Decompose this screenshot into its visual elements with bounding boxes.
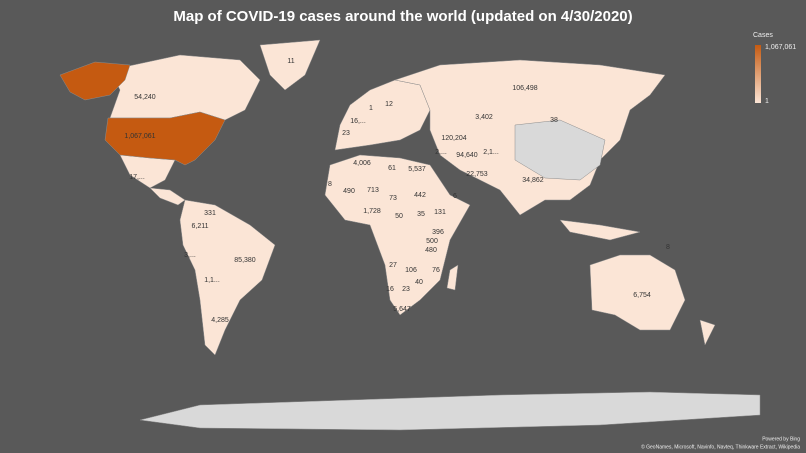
south-america (179, 199, 276, 356)
legend-bar (755, 45, 761, 103)
region-label: 2,... (435, 149, 447, 156)
region-label: 3,... (184, 252, 196, 259)
region-label: 106 (405, 267, 417, 274)
australia (589, 254, 686, 331)
region-label: 6,754 (633, 292, 651, 299)
region-label: 131 (434, 209, 446, 216)
madagascar (446, 264, 459, 291)
region-label: 490 (343, 188, 355, 195)
region-label: 106,498 (512, 85, 537, 92)
region-label: 396 (432, 229, 444, 236)
mexico (119, 154, 176, 189)
region-label: 2,1... (483, 149, 499, 156)
region-label: 23 (402, 286, 410, 293)
region-label: 16 (386, 286, 394, 293)
region-label: 61 (388, 165, 396, 172)
region-label: 73 (389, 195, 397, 202)
region-label: 442 (414, 192, 426, 199)
attribution: © GeoNames, Microsoft, Navinfo, Navteq, … (641, 443, 800, 450)
legend-max-label: 1,067,061 (765, 44, 796, 51)
region-label: 331 (204, 210, 216, 217)
antarctica (139, 391, 761, 431)
region-label: 85,380 (234, 257, 256, 264)
central-america (149, 187, 186, 206)
region-label: 38 (550, 117, 558, 124)
region-label: 34,862 (522, 177, 544, 184)
region-label: 8 (666, 244, 670, 251)
africa (324, 154, 471, 316)
europe (334, 79, 431, 151)
region-label: 16,... (350, 118, 366, 125)
region-label: 4,285 (211, 317, 229, 324)
canada (109, 54, 261, 121)
region-label: 23 (342, 130, 350, 137)
region-label: 713 (367, 187, 379, 194)
landmasses (59, 39, 761, 431)
powered-by: Powered by Bing (762, 436, 800, 442)
region-label: 94,640 (456, 152, 478, 159)
region-label: 500 (426, 238, 438, 245)
united-states (104, 111, 226, 166)
region-label: 17,... (129, 174, 145, 181)
map-title: Map of COVID-19 cases around the world (… (173, 8, 632, 25)
region-label: 76 (432, 267, 440, 274)
region-label: 54,240 (134, 94, 156, 101)
greenland (259, 39, 321, 91)
region-label: 1,728 (363, 208, 381, 215)
region-label: 35 (417, 211, 425, 218)
region-label: 40 (415, 279, 423, 286)
region-label: 5,647 (393, 306, 411, 313)
region-label: 27 (389, 262, 397, 269)
region-label: 6 (453, 193, 457, 200)
new-zealand (699, 319, 716, 346)
region-label: 4,006 (353, 160, 371, 167)
region-label: 50 (395, 213, 403, 220)
legend-min-label: 1 (765, 98, 769, 105)
china (514, 119, 606, 181)
region-label: 1,067,061 (124, 133, 155, 140)
region-label: 480 (425, 247, 437, 254)
southeast-asia (559, 219, 641, 241)
region-label: 1,1... (204, 277, 220, 284)
region-label: 11 (287, 58, 294, 65)
region-label: 22,753 (466, 171, 488, 178)
united-states (59, 61, 131, 101)
region-label: 8 (328, 181, 332, 188)
legend-title: Cases (753, 32, 773, 39)
region-label: 120,204 (441, 135, 466, 142)
region-label: 6,211 (192, 223, 209, 230)
region-label: 5,537 (408, 166, 426, 173)
region-label: 12 (385, 101, 393, 108)
region-label: 3,402 (475, 114, 493, 121)
region-label: 1 (369, 105, 373, 112)
